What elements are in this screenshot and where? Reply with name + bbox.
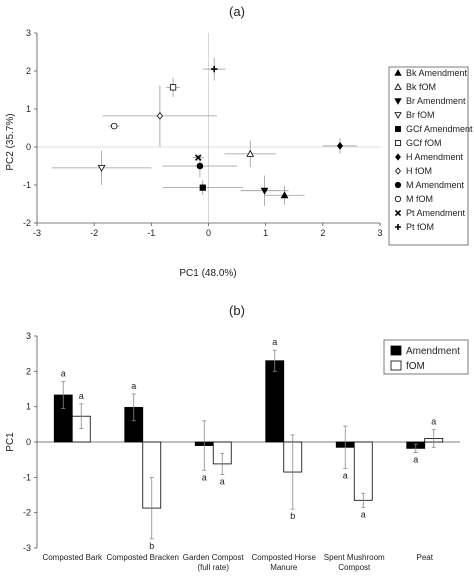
scatter-legend-label: GCf Amendment — [406, 124, 473, 134]
bar-category-label: Composted Bracken — [107, 553, 179, 562]
bar-category-label: Peat — [417, 553, 434, 562]
scatter-legend-label: GCf fOM — [406, 138, 442, 148]
bar-significance-letter: b — [290, 511, 295, 521]
bar-category-label: Composted Horse — [252, 553, 317, 562]
scatter-y-tick-label: 1 — [26, 104, 31, 114]
bar-y-tick-label: 1 — [26, 402, 31, 412]
bar-panel: (b) -3 -2 -1 0 1 2 3 Composted Bark Composted Br… — [5, 303, 469, 572]
scatter-point — [199, 184, 206, 191]
scatter-legend-label: Br fOM — [406, 110, 435, 120]
bar-legend-label: fOM — [406, 361, 425, 372]
scatter-legend-marker — [394, 98, 402, 105]
scatter-y-tick-label: 2 — [26, 66, 31, 76]
scatter-legend-label: Bk Amendment — [406, 68, 468, 78]
bar-legend-swatch — [390, 345, 402, 356]
bar-significance-letter: a — [131, 381, 136, 391]
panel-b-label: (b) — [229, 303, 245, 318]
scatter-point — [246, 149, 255, 157]
scatter-x-tick-label: 2 — [320, 228, 325, 238]
scatter-legend-label: Br Amendment — [406, 96, 466, 106]
bar-significance-letter: a — [413, 455, 418, 465]
bar-category-label: Compost — [338, 563, 371, 572]
bar-category-label: Garden Compost — [183, 553, 245, 562]
scatter-x-tick-label: 1 — [263, 228, 268, 238]
bar-significance-letter: a — [361, 509, 366, 519]
scatter-legend-marker — [394, 209, 402, 217]
scatter-legend-label: M fOM — [406, 194, 433, 204]
scatter-legend-label: Pt fOM — [406, 222, 434, 232]
scatter-legend-marker — [395, 140, 401, 146]
scatter-legend-label: Bk fOM — [406, 82, 436, 92]
bar-significance-letter: a — [343, 471, 348, 481]
scatter-legend-marker — [395, 153, 401, 161]
scatter-legend: Bk Amendment Bk fOM Br Amendment Br fOM GCf … — [388, 66, 473, 246]
scatter-point — [336, 142, 344, 150]
bar-y-tick-label: 3 — [26, 331, 31, 341]
bar-significance-letter: a — [272, 337, 277, 347]
scatter-legend-label: H Amendment — [406, 152, 464, 162]
scatter-legend-marker — [394, 112, 402, 119]
bar-marks: a a a b a a a b a a a a — [53, 337, 444, 551]
scatter-point — [194, 154, 202, 161]
scatter-legend-label: Pt Amendment — [406, 208, 466, 218]
scatter-legend-marker — [395, 167, 401, 175]
bar-significance-letter: a — [61, 369, 66, 379]
bar-category-label: Manure — [270, 563, 298, 572]
scatter-legend-box — [388, 66, 469, 246]
bar-y-tick-label: 0 — [26, 437, 31, 447]
scatter-x-axis-label: PC1 (48.0%) — [179, 268, 236, 279]
scatter-legend-label: H fOM — [406, 166, 432, 176]
scatter-legend-marker — [394, 83, 402, 90]
scatter-y-tick-label: -1 — [23, 180, 31, 190]
bar-category-label: Composted Bark — [42, 553, 103, 562]
scatter-point — [97, 164, 106, 172]
scatter-point — [211, 65, 218, 73]
bar-legend: Amendment fOM — [383, 339, 469, 375]
scatter-x-tick-label: -2 — [90, 228, 98, 238]
scatter-x-tick-label: 3 — [377, 228, 382, 238]
scatter-x-tick-label: -3 — [33, 228, 41, 238]
bar-y-tick-label: -2 — [23, 508, 31, 518]
scatter-legend-marker — [394, 181, 402, 189]
scatter-point — [280, 191, 289, 199]
bar-significance-letter: a — [220, 477, 225, 487]
scatter-point — [260, 187, 269, 195]
scatter-y-tick-label: 0 — [26, 142, 31, 152]
bar-category-label: Spent Mushroom — [324, 553, 385, 562]
bar-significance-letter: a — [79, 391, 84, 401]
scatter-legend-marker — [394, 69, 402, 76]
bar-legend-label: Amendment — [406, 346, 460, 357]
scatter-legend-marker — [395, 126, 401, 132]
scatter-x-tick-label: -1 — [147, 228, 155, 238]
bar-y-axis-label: PC1 — [5, 432, 16, 452]
scatter-y-axis-label: PC2 (35.7%) — [5, 113, 16, 170]
scatter-x-tick-label: 0 — [206, 228, 211, 238]
scatter-y-tick-label: -2 — [23, 218, 31, 228]
bar-significance-letter: a — [202, 472, 207, 482]
bar — [265, 360, 285, 443]
scatter-y-tick-label: 3 — [26, 28, 31, 38]
scatter-point — [110, 122, 118, 130]
bar-significance-letter: a — [431, 417, 436, 427]
bar-y-tick-label: 2 — [26, 366, 31, 376]
scatter-point — [196, 162, 204, 170]
bar-y-tick-label: -3 — [23, 543, 31, 553]
scatter-legend-marker — [394, 195, 402, 203]
bar-category-label: (full rate) — [197, 563, 229, 572]
scatter-points — [51, 57, 358, 206]
panel-a-label: (a) — [229, 4, 245, 19]
bar-axes: -3 -2 -1 0 1 2 3 Composted Bark Composted Bracke… — [23, 331, 460, 572]
bar — [353, 441, 373, 501]
scatter-point — [156, 111, 163, 120]
bar-y-tick-label: -1 — [23, 472, 31, 482]
scatter-legend-label: M Amendment — [406, 180, 465, 190]
bar-significance-letter: b — [149, 541, 154, 551]
scatter-legend-marker — [395, 224, 401, 230]
scatter-point — [169, 84, 177, 91]
bar-legend-swatch — [390, 360, 402, 371]
